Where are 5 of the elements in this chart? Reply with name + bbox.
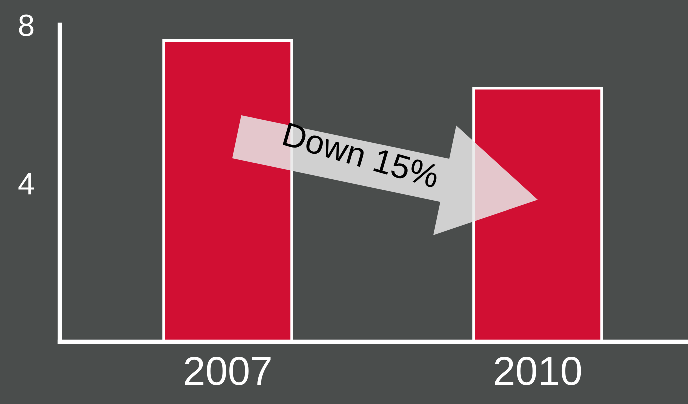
x-tick-label: 2007 — [185, 356, 271, 386]
annotation: Down 15% — [282, 122, 441, 189]
y-tick-label: 8 — [19, 14, 34, 36]
x-tick-label: 2010 — [495, 356, 582, 386]
y-tick-label: 4 — [18, 174, 34, 195]
